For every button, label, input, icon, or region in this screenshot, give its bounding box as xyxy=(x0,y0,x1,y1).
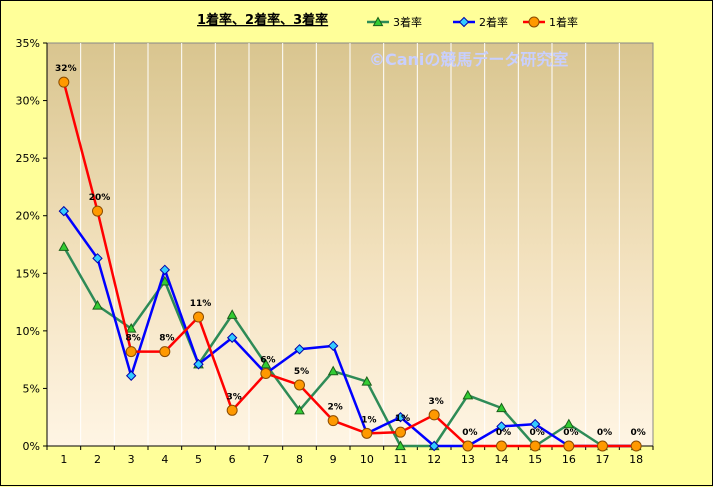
watermark-text: ©Caniの競馬データ研究室 xyxy=(369,50,568,69)
data-point xyxy=(226,309,238,319)
data-label: 0% xyxy=(530,428,545,438)
legend-label: 1着率 xyxy=(549,15,578,29)
data-label: 11% xyxy=(190,299,212,309)
legend-marker xyxy=(458,16,470,28)
x-tick-label: 8 xyxy=(296,453,303,466)
data-point xyxy=(462,389,474,400)
data-label: 0% xyxy=(597,428,612,438)
legend-marker xyxy=(372,16,384,27)
data-point xyxy=(193,311,204,323)
data-point xyxy=(496,440,507,452)
data-point xyxy=(395,426,406,438)
data-point xyxy=(159,346,171,358)
data-point xyxy=(260,367,272,379)
x-tick-label: 6 xyxy=(229,453,236,466)
x-tick-label: 7 xyxy=(262,453,269,466)
data-point xyxy=(529,418,541,430)
data-point xyxy=(294,379,305,391)
data-point xyxy=(226,332,238,343)
data-point xyxy=(58,241,70,251)
data-point xyxy=(226,404,238,416)
data-label: 3% xyxy=(429,397,444,407)
x-tick-label: 9 xyxy=(330,453,337,466)
data-point xyxy=(294,344,305,355)
data-label: 0% xyxy=(563,428,578,438)
series-line xyxy=(62,81,637,448)
legend-marker xyxy=(528,16,540,28)
data-point xyxy=(563,440,575,452)
data-point xyxy=(159,264,171,276)
x-tick-label: 3 xyxy=(128,453,135,466)
data-label: 8% xyxy=(126,334,141,344)
data-point xyxy=(327,365,339,376)
x-tick-label: 15 xyxy=(528,453,542,466)
y-tick-label: 25% xyxy=(16,152,40,165)
data-label: 0% xyxy=(631,428,646,438)
data-point xyxy=(125,370,137,381)
data-label: 0% xyxy=(496,428,511,438)
data-point xyxy=(92,299,103,310)
x-tick-label: 4 xyxy=(161,453,168,466)
y-tick-label: 30% xyxy=(16,95,40,108)
chart-title: 1着率、2着率、3着率 xyxy=(197,12,328,28)
data-point xyxy=(563,418,575,429)
y-tick-label: 0% xyxy=(23,440,40,453)
data-point xyxy=(58,76,70,88)
x-tick-label: 10 xyxy=(360,453,374,466)
data-label: 1% xyxy=(361,415,376,425)
data-point xyxy=(428,440,440,452)
data-point xyxy=(361,427,373,439)
data-label: 6% xyxy=(260,355,275,365)
data-point xyxy=(92,205,103,217)
data-point xyxy=(92,253,103,264)
data-point xyxy=(630,440,642,452)
y-tick-label: 20% xyxy=(16,210,40,223)
series-3: 32% 20% 8% 8% 11% 3% 6% 5% 2% 1% 1% 3% 0% 0% 0% 0% 0% 0% xyxy=(55,64,646,452)
data-point xyxy=(428,409,440,421)
y-tick-label: 15% xyxy=(16,267,40,280)
data-point xyxy=(327,415,339,427)
data-point xyxy=(327,340,339,352)
x-tick-label: 2 xyxy=(94,453,101,466)
data-label: 1% xyxy=(395,414,410,424)
data-label: 8% xyxy=(159,334,174,344)
data-point xyxy=(58,205,70,217)
y-tick-label: 5% xyxy=(23,382,40,395)
data-point xyxy=(260,358,272,369)
data-point xyxy=(125,323,137,333)
x-tick-label: 12 xyxy=(427,453,441,466)
data-point xyxy=(597,440,608,452)
series-line xyxy=(62,210,637,448)
x-tick-label: 11 xyxy=(394,453,408,466)
data-point xyxy=(395,412,406,423)
legend-label: 2着率 xyxy=(479,15,508,29)
x-tick-label: 16 xyxy=(562,453,576,466)
data-point xyxy=(193,359,204,370)
data-label: 32% xyxy=(55,64,77,74)
x-tick-label: 17 xyxy=(596,453,610,466)
x-tick-label: 1 xyxy=(60,453,67,466)
x-tick-label: 13 xyxy=(461,453,475,466)
data-point xyxy=(125,346,137,358)
data-point xyxy=(395,440,406,451)
data-label: 20% xyxy=(89,193,111,203)
data-label: 3% xyxy=(227,392,242,402)
y-tick-label: 35% xyxy=(16,37,40,50)
data-label: 5% xyxy=(294,367,309,377)
x-tick-label: 14 xyxy=(495,453,509,466)
data-point xyxy=(529,440,541,452)
data-point xyxy=(462,440,474,452)
x-tick-label: 18 xyxy=(629,453,643,466)
y-tick-label: 10% xyxy=(16,325,40,338)
data-point xyxy=(294,404,305,415)
data-label: 0% xyxy=(462,428,477,438)
data-label: 2% xyxy=(328,403,343,413)
data-point xyxy=(361,375,373,386)
data-point xyxy=(496,421,507,432)
x-tick-label: 5 xyxy=(195,453,202,466)
data-point xyxy=(496,402,507,413)
legend-label: 3着率 xyxy=(393,15,422,29)
